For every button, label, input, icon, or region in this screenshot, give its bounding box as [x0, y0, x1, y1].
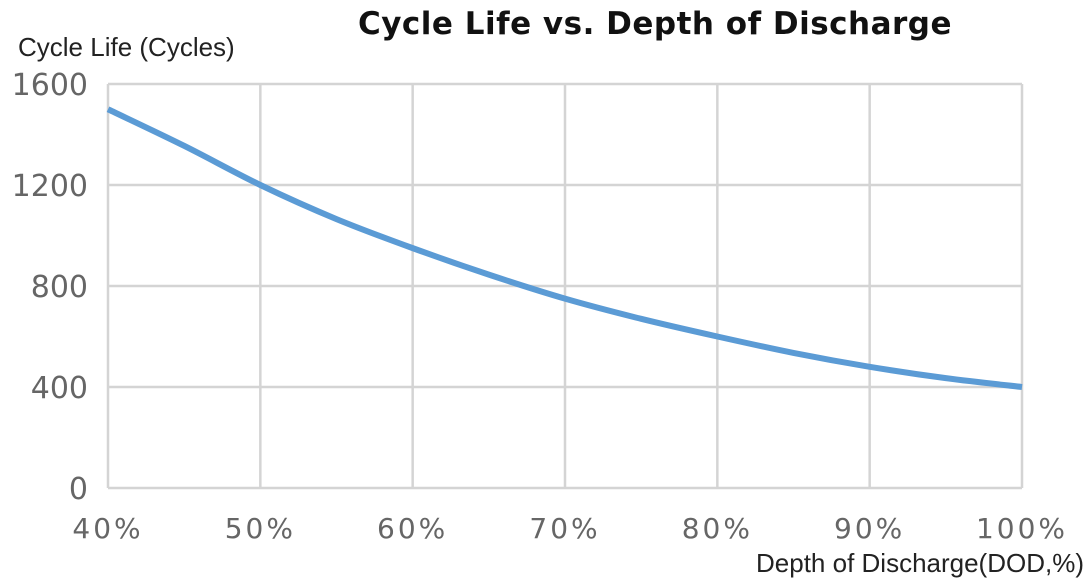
grid — [106, 82, 1024, 490]
x-tick-label: 70% — [529, 512, 600, 545]
x-axis-label: Depth of Discharge(DOD,%) — [756, 548, 1084, 578]
y-tick-label: 400 — [31, 371, 88, 406]
x-tick-label: 90% — [834, 512, 905, 545]
chart-title: Cycle Life vs. Depth of Discharge — [357, 6, 953, 42]
x-tick-label: 80% — [682, 512, 753, 545]
y-axis-label: Cycle Life (Cycles) — [18, 32, 235, 62]
series — [106, 106, 1023, 390]
x-tick-label: 50% — [225, 512, 296, 545]
y-tick-label: 1600 — [12, 68, 88, 103]
y-tick-label: 1200 — [12, 169, 88, 204]
y-tick-label: 800 — [31, 270, 88, 305]
x-tick-label: 60% — [377, 512, 448, 545]
x-tick-label: 40% — [72, 512, 143, 545]
x-tick-label: 100% — [976, 512, 1068, 545]
series-line — [106, 106, 1023, 390]
y-tick-label: 0 — [69, 472, 88, 507]
tick-labels: 0 400 800 1200 1600 40% 50% 60% 70% 80% 90% 100% — [12, 68, 1068, 545]
